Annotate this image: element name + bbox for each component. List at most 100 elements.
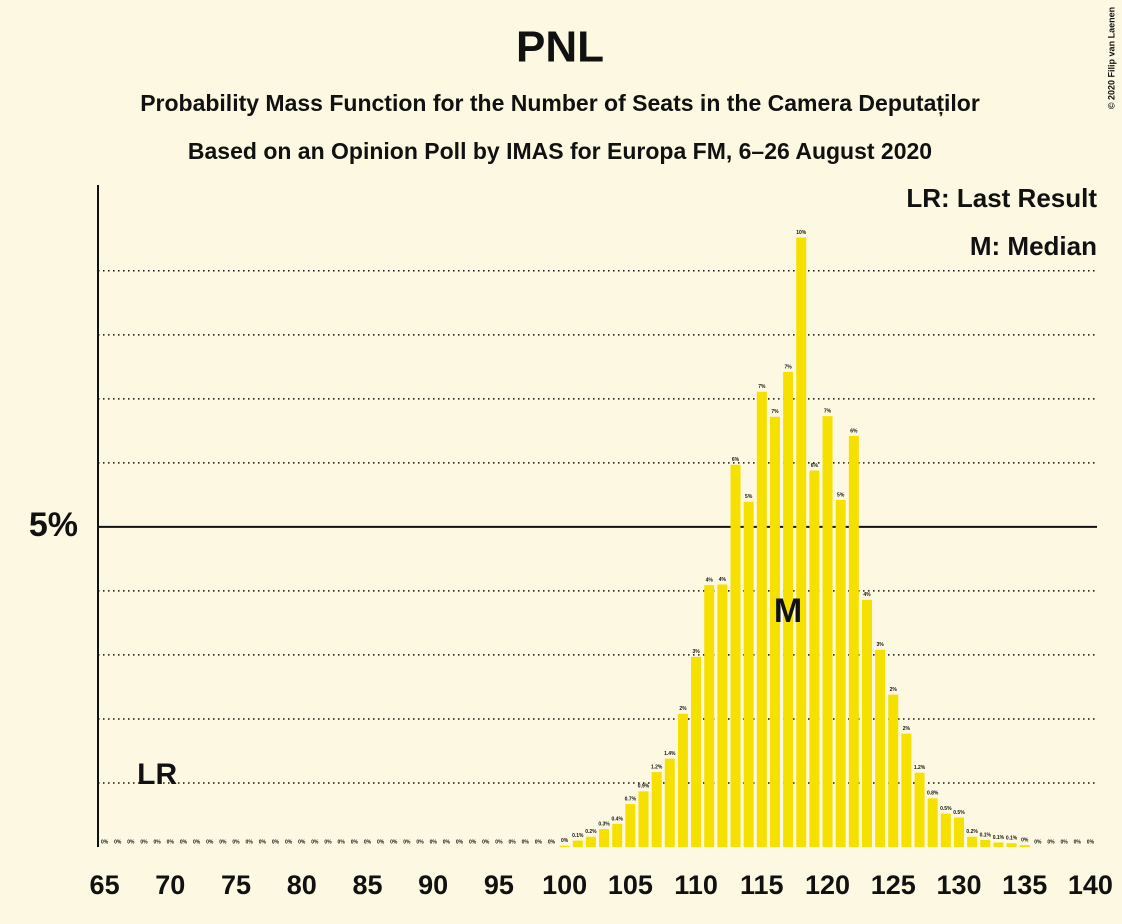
bar <box>664 758 675 847</box>
value-label: 6% <box>732 457 740 463</box>
value-label: 0% <box>193 839 201 845</box>
value-label: 0% <box>206 839 214 845</box>
value-label: 0% <box>259 839 267 845</box>
value-label: 4% <box>706 577 714 583</box>
value-label: 1.2% <box>914 765 926 771</box>
value-label: 0% <box>416 839 424 845</box>
value-label: 4% <box>863 592 871 598</box>
value-label: 0% <box>101 839 109 845</box>
value-label: 0% <box>180 839 188 845</box>
bar <box>914 772 925 847</box>
x-tick-label: 140 <box>1068 870 1113 900</box>
value-label: 0.2% <box>585 829 597 835</box>
value-label: 0.5% <box>940 806 952 812</box>
chart-title: PNL <box>516 23 604 72</box>
bar <box>730 464 741 847</box>
value-label: 0.5% <box>953 810 965 816</box>
copyright: © 2020 Filip van Laenen <box>1106 7 1116 109</box>
x-tick-label: 110 <box>674 870 718 900</box>
bar <box>585 836 596 847</box>
value-label: 0.4% <box>612 816 624 822</box>
value-label: 2% <box>903 726 911 732</box>
value-label: 0% <box>561 838 569 844</box>
value-label: 0% <box>456 839 464 845</box>
value-label: 0% <box>246 839 254 845</box>
bar <box>993 842 1004 847</box>
x-tick-label: 70 <box>155 870 185 900</box>
value-label: 0% <box>311 839 319 845</box>
value-label: 0% <box>154 839 162 845</box>
bar <box>861 599 872 847</box>
value-label: 0% <box>272 839 280 845</box>
value-label: 1.2% <box>651 764 663 770</box>
value-label: 7% <box>771 409 779 415</box>
value-label: 0.1% <box>1006 835 1018 841</box>
legend-entry: M: Median <box>970 231 1097 261</box>
x-tick-label: 85 <box>352 870 382 900</box>
x-tick-label: 90 <box>418 870 448 900</box>
value-label: 0% <box>508 839 516 845</box>
bar <box>1019 845 1030 847</box>
x-tick-label: 125 <box>871 870 916 900</box>
value-label: 0% <box>1021 837 1029 843</box>
value-label: 0% <box>548 839 556 845</box>
value-label: 10% <box>796 230 807 236</box>
bar <box>651 772 662 847</box>
value-label: 0% <box>403 839 411 845</box>
value-label: 0% <box>285 839 293 845</box>
value-label: 0.7% <box>625 796 637 802</box>
value-label: 0.9% <box>638 784 650 790</box>
x-tick-label: 75 <box>221 870 251 900</box>
bar <box>783 371 794 847</box>
bar <box>967 836 978 847</box>
value-label: 0% <box>364 839 372 845</box>
bar <box>796 237 807 848</box>
value-label: 0% <box>219 839 227 845</box>
chart-subtitle: Probability Mass Function for the Number… <box>140 90 980 117</box>
value-label: 0% <box>1061 839 1069 845</box>
x-tick-label: 115 <box>740 870 784 900</box>
value-label: 0.1% <box>572 833 584 839</box>
chart-subtitle: Based on an Opinion Poll by IMAS for Eur… <box>188 138 932 164</box>
value-label: 0.1% <box>993 835 1005 841</box>
value-label: 0% <box>522 839 530 845</box>
x-tick-label: 130 <box>936 870 981 900</box>
bar <box>599 829 610 847</box>
bar <box>901 733 912 847</box>
bar <box>769 416 780 847</box>
bar <box>625 804 636 847</box>
value-label: 0% <box>390 839 398 845</box>
value-label: 0% <box>1047 839 1055 845</box>
value-label: 0% <box>495 839 503 845</box>
value-label: 0% <box>377 839 385 845</box>
value-label: 0% <box>1074 839 1082 845</box>
value-label: 3% <box>876 642 884 648</box>
value-label: 0% <box>469 839 477 845</box>
x-tick-label: 135 <box>1002 870 1047 900</box>
value-label: 0% <box>232 839 240 845</box>
value-label: 7% <box>784 364 792 370</box>
x-tick-label: 100 <box>542 870 587 900</box>
value-label: 0% <box>535 839 543 845</box>
value-label: 1.4% <box>664 751 676 757</box>
bar <box>835 499 846 847</box>
bar <box>704 585 715 847</box>
value-label: 5% <box>745 494 753 500</box>
value-label: 0% <box>351 839 359 845</box>
annotation: M <box>774 592 802 630</box>
bar <box>888 694 899 847</box>
value-label: 0% <box>167 839 175 845</box>
bar <box>822 416 833 847</box>
value-label: 5% <box>837 492 845 498</box>
value-label: 6% <box>811 463 819 469</box>
bar <box>691 656 702 847</box>
value-label: 2% <box>679 706 687 712</box>
y-tick-label: 5% <box>29 506 78 544</box>
bar <box>848 435 859 847</box>
x-tick-label: 120 <box>805 870 850 900</box>
bar <box>559 845 570 847</box>
value-label: 0% <box>114 839 122 845</box>
value-label: 6% <box>850 428 858 434</box>
